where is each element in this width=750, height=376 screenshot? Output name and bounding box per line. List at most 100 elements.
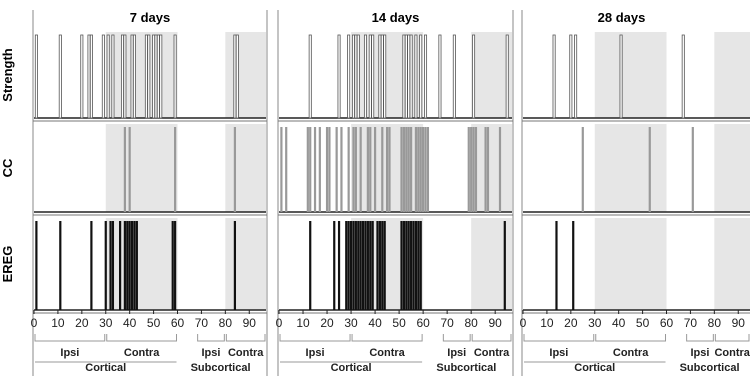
panel-1-cc-shade-2 (225, 124, 266, 212)
panel-2-cc-bar (472, 127, 475, 212)
panel-2-bracket-2 (351, 334, 423, 342)
panel-3-tick-label: 50 (636, 316, 650, 330)
panel-1-cortical-label: Cortical (85, 362, 126, 374)
panel-1-tick-label: 0 (31, 316, 38, 330)
panel-1-strength-bar (154, 34, 158, 119)
panel-3-tick-label: 0 (520, 316, 527, 330)
panel-2-cc-bar (400, 127, 403, 212)
panel-1-ereg-bar (130, 221, 134, 310)
panel-2-cc-bar (385, 127, 389, 212)
panel-2-cc-bar (359, 127, 362, 212)
panel-1-strength-bar (101, 34, 105, 119)
panel-1-cc-bar (128, 127, 131, 212)
panel-2-ereg-bar (366, 221, 369, 310)
panel-1-strength-bar (144, 34, 148, 119)
panel-1-ereg-bar (35, 221, 38, 310)
panel-2-strength-bar (407, 34, 411, 119)
panel-2-ereg-bar (378, 221, 381, 310)
panel-2-cc-bar (405, 127, 408, 212)
panel-1-cc-bar (174, 127, 177, 212)
panel-1-cc-bar (123, 127, 126, 212)
panel-1-strength-shade-1 (105, 32, 178, 118)
panel-2-bracket-label-4: Contra (474, 347, 510, 359)
panel-2-ereg-bar (419, 221, 422, 310)
panel-2-ereg-bar (354, 221, 357, 310)
panel-2-cc-bar (381, 127, 384, 212)
panel-2-ereg-bar (352, 221, 355, 310)
panel-2-cc-bar (417, 127, 420, 212)
panel-2-cc-bar (340, 127, 343, 212)
panel-2-ereg-bar (405, 221, 408, 310)
panel-2-bracket-4 (471, 334, 512, 342)
panel-3-ereg-bar (572, 221, 575, 310)
panel-1-ereg-bar (133, 221, 136, 310)
panel-2-cortical-label: Cortical (331, 362, 372, 374)
panel-2-strength-bar (452, 34, 456, 119)
panel-2-bracket-label-2: Contra (369, 347, 405, 359)
panel-2-cc-bar (325, 127, 329, 212)
panel-2-bracket-label-1: Ipsi (306, 347, 325, 359)
panel-2-strength-bar (505, 34, 509, 119)
panel-2-cc-bar (474, 127, 478, 212)
panel-3-tick-label: 30 (588, 316, 602, 330)
panel-3-cc-shade-2 (714, 124, 750, 212)
panel-2-cc-bar (419, 127, 422, 212)
panel-1-strength-bar (87, 34, 91, 119)
panel-3-title: 28 days (598, 10, 646, 25)
panel-1-ereg-bar (59, 221, 62, 310)
panel-2-tick-label: 80 (464, 316, 478, 330)
panel-2-cc-bar (306, 127, 309, 212)
panel-2-ereg-bar (503, 221, 506, 310)
panel-2-strength-bar (356, 34, 360, 119)
panel-1-tick-label: 70 (195, 316, 209, 330)
panel-2-strength-bar (354, 34, 358, 119)
panel-3-strength-shade-1 (594, 32, 667, 118)
panel-1-tick-label: 20 (75, 316, 89, 330)
panel-2-strength-bar (424, 34, 428, 119)
panel-2-ereg-bar (410, 221, 413, 310)
panel-2-ereg-bar (361, 221, 365, 310)
panel-2-cc-bar (335, 127, 338, 212)
panel-2-cc-bar (347, 127, 350, 212)
panel-1-strength-bar (58, 34, 62, 119)
panel-3-strength-bar (552, 34, 556, 119)
panel-2-strength-bar (378, 34, 382, 119)
panel-3-tick-label: 70 (684, 316, 698, 330)
panel-1-strength-bar (233, 34, 237, 119)
panel-2-cc-bar (285, 127, 288, 212)
panel-2-strength-bar (383, 34, 387, 119)
panel-2-strength-bar (308, 34, 312, 119)
panel-3-bracket-label-3: Ipsi (691, 347, 710, 359)
panel-2-tick-label: 50 (392, 316, 406, 330)
panel-1-ereg-bar (104, 221, 107, 310)
panel-3-cc-bar (581, 127, 584, 212)
panel-2-ereg-bar (309, 221, 312, 310)
panel-2-cc-shade-2 (471, 124, 512, 212)
panel-1-ereg-shade-1 (105, 218, 178, 310)
panel-1-bracket-label-1: Ipsi (60, 347, 79, 359)
panel-2-tick-label: 10 (296, 316, 310, 330)
panel-2-cc-bar (407, 127, 410, 212)
panel-3-subcortical-label: Subcortical (680, 362, 740, 374)
panel-3-bracket-label-2: Contra (613, 347, 649, 359)
panel-1-strength-bar (159, 34, 163, 119)
panel-1-ereg-bar (126, 221, 129, 310)
panel-2-strength-bar (351, 34, 355, 119)
panel-3-cortical-label: Cortical (574, 362, 615, 374)
panel-2-strength-bar (402, 34, 406, 119)
panel-1-tick-label: 90 (243, 316, 257, 330)
panel-2-cc-bar (369, 127, 372, 212)
panel-2-cc-bar (470, 127, 473, 212)
panel-2-ereg-bar (407, 221, 410, 310)
panel-1-strength-bar (111, 34, 115, 119)
panel-2-strength-bar (472, 34, 476, 119)
panel-2-tick-label: 30 (344, 316, 358, 330)
panel-2-strength-bar (371, 34, 375, 119)
panel-1-strength-bar (34, 34, 38, 119)
panel-3-tick-label: 10 (540, 316, 554, 330)
panel-2-cc-bar (402, 127, 406, 212)
panel-3-bracket-1 (523, 334, 595, 342)
panel-3-strength-shade-2 (714, 32, 750, 118)
panel-2-ereg-bar (347, 221, 350, 310)
